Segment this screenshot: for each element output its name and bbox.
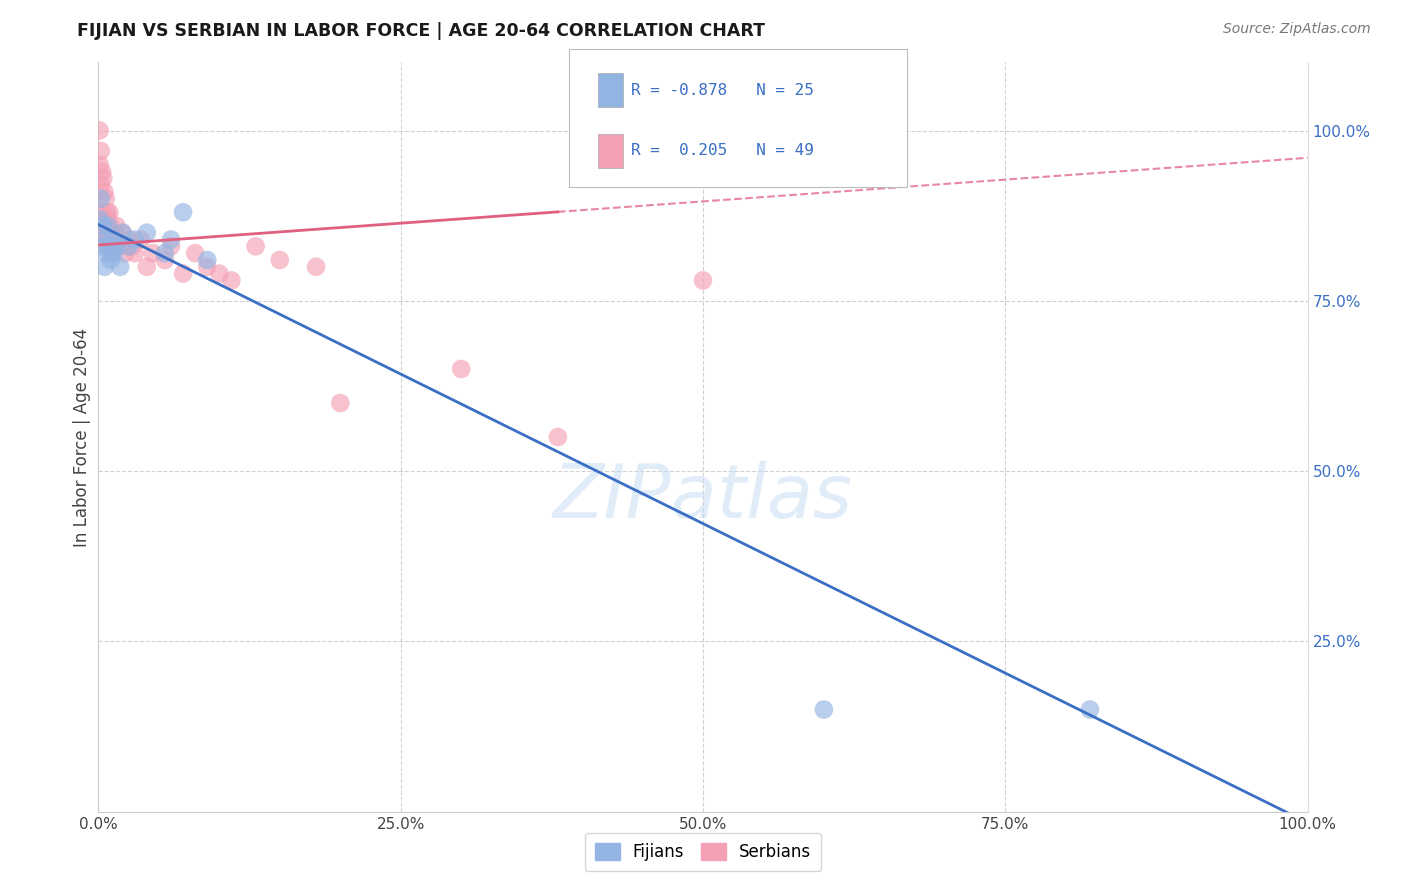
Point	[221, 273, 243, 287]
Point	[100, 246, 122, 260]
Point	[269, 252, 291, 267]
Point	[103, 226, 125, 240]
Point	[89, 123, 111, 137]
Point	[98, 233, 121, 247]
Point	[195, 252, 218, 267]
Point	[101, 233, 124, 247]
Point	[100, 252, 122, 267]
Point	[124, 246, 146, 260]
Point	[93, 226, 115, 240]
Point	[111, 226, 134, 240]
Point	[91, 205, 114, 219]
Text: Source: ZipAtlas.com: Source: ZipAtlas.com	[1223, 22, 1371, 37]
Point	[124, 233, 146, 247]
Point	[153, 252, 176, 267]
Point	[245, 239, 267, 253]
Point	[1078, 702, 1101, 716]
Point	[89, 158, 111, 172]
Point	[142, 246, 165, 260]
Point	[91, 212, 114, 227]
Point	[98, 239, 121, 253]
Point	[103, 246, 125, 260]
Point	[208, 267, 231, 281]
Point	[97, 212, 120, 227]
Point	[160, 239, 183, 253]
Point	[91, 171, 114, 186]
Text: R = -0.878   N = 25: R = -0.878 N = 25	[631, 83, 814, 97]
Point	[91, 239, 114, 253]
Point	[547, 430, 569, 444]
Y-axis label: In Labor Force | Age 20-64: In Labor Force | Age 20-64	[73, 327, 91, 547]
Point	[107, 233, 129, 247]
Point	[108, 239, 131, 253]
Point	[104, 239, 127, 253]
Point	[105, 219, 128, 233]
Point	[93, 185, 115, 199]
Point	[305, 260, 328, 274]
Point	[100, 219, 122, 233]
Point	[96, 205, 118, 219]
Point	[121, 239, 143, 253]
Point	[96, 233, 118, 247]
Point	[108, 260, 131, 274]
Point	[91, 219, 114, 233]
Point	[172, 205, 194, 219]
Point	[94, 233, 117, 247]
Point	[135, 226, 157, 240]
Point	[450, 362, 472, 376]
Point	[91, 164, 114, 178]
Point	[813, 702, 835, 716]
Point	[90, 178, 112, 192]
Point	[135, 260, 157, 274]
Point	[195, 260, 218, 274]
Point	[100, 226, 122, 240]
Point	[90, 144, 112, 158]
Point	[184, 246, 207, 260]
Text: FIJIAN VS SERBIAN IN LABOR FORCE | AGE 20-64 CORRELATION CHART: FIJIAN VS SERBIAN IN LABOR FORCE | AGE 2…	[77, 22, 765, 40]
Point	[118, 239, 141, 253]
Point	[129, 233, 152, 247]
Legend: Fijians, Serbians: Fijians, Serbians	[585, 832, 821, 871]
Text: ZIPatlas: ZIPatlas	[553, 461, 853, 533]
Point	[96, 246, 118, 260]
Point	[692, 273, 714, 287]
Point	[160, 233, 183, 247]
Point	[172, 267, 194, 281]
Point	[98, 205, 121, 219]
Point	[94, 219, 117, 233]
Text: R =  0.205   N = 49: R = 0.205 N = 49	[631, 144, 814, 158]
Point	[111, 226, 134, 240]
Point	[114, 246, 136, 260]
Point	[105, 239, 128, 253]
Point	[97, 219, 120, 233]
Point	[90, 192, 112, 206]
Point	[93, 260, 115, 274]
Point	[100, 239, 122, 253]
Point	[101, 233, 124, 247]
Point	[329, 396, 352, 410]
Point	[89, 212, 111, 227]
Point	[97, 239, 120, 253]
Point	[153, 246, 176, 260]
Point	[94, 192, 117, 206]
Point	[118, 233, 141, 247]
